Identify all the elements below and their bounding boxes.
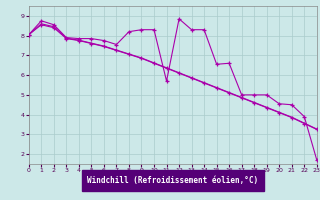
X-axis label: Windchill (Refroidissement éolien,°C): Windchill (Refroidissement éolien,°C)	[87, 176, 258, 185]
